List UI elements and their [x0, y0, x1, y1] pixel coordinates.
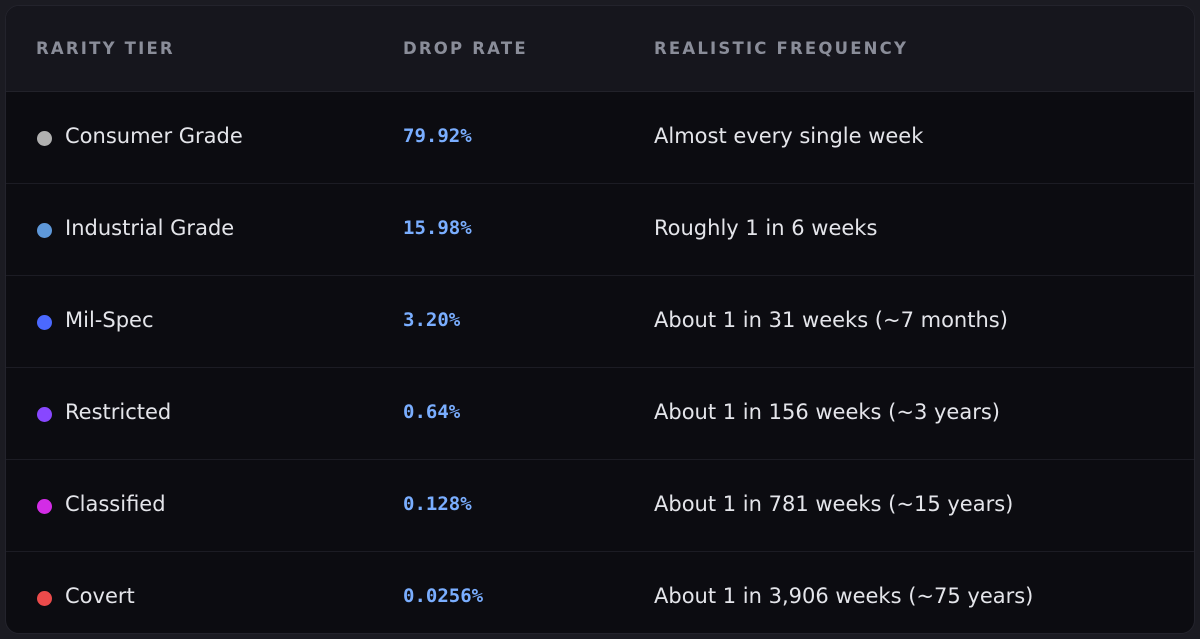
header-rarity-tier: RARITY TIER	[36, 39, 175, 58]
rarity-tier-name: Industrial Grade	[65, 216, 235, 240]
frequency-text: Almost every single week	[654, 124, 924, 148]
frequency-text: About 1 in 781 weeks (~15 years)	[654, 492, 1014, 516]
rarity-color-dot	[37, 315, 52, 330]
frequency-text: About 1 in 156 weeks (~3 years)	[654, 400, 1000, 424]
table-header: RARITY TIER DROP RATE REALISTIC FREQUENC…	[6, 6, 1194, 92]
frequency-text: About 1 in 31 weeks (~7 months)	[654, 308, 1008, 332]
rarity-tier-name: Covert	[65, 584, 135, 608]
rarity-tier-name: Restricted	[65, 400, 172, 424]
rarity-color-dot	[37, 591, 52, 606]
table-row: Restricted 0.64% About 1 in 156 weeks (~…	[6, 368, 1194, 460]
header-drop-rate: DROP RATE	[403, 39, 528, 58]
drop-rate-value: 3.20%	[403, 309, 461, 331]
rarity-color-dot	[37, 407, 52, 422]
rarity-tier-name: Classified	[65, 492, 166, 516]
rarity-color-dot	[37, 131, 52, 146]
frequency-text: About 1 in 3,906 weeks (~75 years)	[654, 584, 1034, 608]
drop-rate-value: 79.92%	[403, 125, 472, 147]
frequency-text: Roughly 1 in 6 weeks	[654, 216, 878, 240]
table-row: Consumer Grade 79.92% Almost every singl…	[6, 92, 1194, 184]
table-row: Covert 0.0256% About 1 in 3,906 weeks (~…	[6, 552, 1194, 633]
drop-rate-value: 0.64%	[403, 401, 461, 423]
rarity-color-dot	[37, 499, 52, 514]
rarity-tier-name: Consumer Grade	[65, 124, 243, 148]
table-row: Mil-Spec 3.20% About 1 in 31 weeks (~7 m…	[6, 276, 1194, 368]
rarity-table: RARITY TIER DROP RATE REALISTIC FREQUENC…	[5, 5, 1195, 634]
table-row: Industrial Grade 15.98% Roughly 1 in 6 w…	[6, 184, 1194, 276]
rarity-tier-name: Mil-Spec	[65, 308, 154, 332]
rarity-color-dot	[37, 223, 52, 238]
table-row: Classified 0.128% About 1 in 781 weeks (…	[6, 460, 1194, 552]
header-realistic-frequency: REALISTIC FREQUENCY	[654, 39, 909, 58]
drop-rate-value: 0.0256%	[403, 585, 484, 607]
drop-rate-value: 15.98%	[403, 217, 472, 239]
drop-rate-value: 0.128%	[403, 493, 472, 515]
